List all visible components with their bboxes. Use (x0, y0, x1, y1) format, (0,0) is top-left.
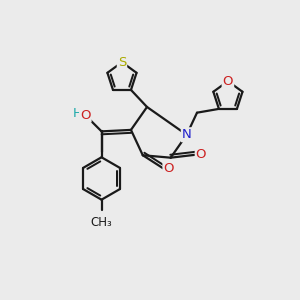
Text: O: O (223, 75, 233, 88)
Text: CH₃: CH₃ (91, 217, 112, 230)
Text: H: H (73, 106, 83, 120)
Text: O: O (164, 162, 174, 175)
Text: O: O (80, 109, 91, 122)
Text: N: N (182, 128, 192, 141)
Text: O: O (196, 148, 206, 161)
Text: S: S (118, 56, 126, 69)
